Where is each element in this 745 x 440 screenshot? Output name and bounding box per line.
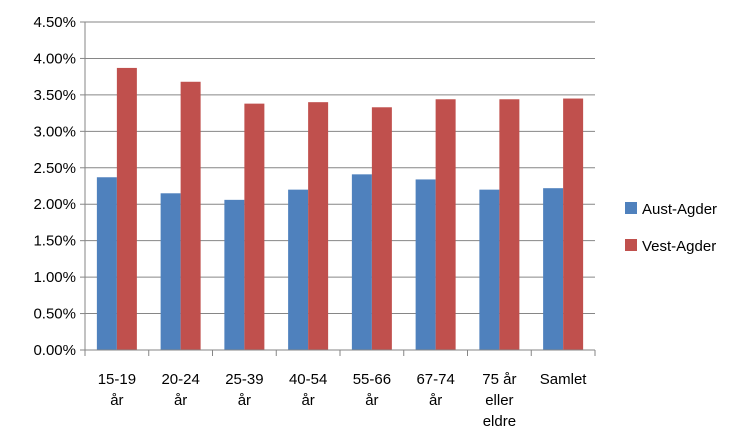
bar-aust-agder <box>288 189 309 350</box>
bar-vest-agder <box>116 67 137 351</box>
x-tick-label: 55-66 år <box>353 371 391 409</box>
legend-swatch <box>625 202 637 214</box>
x-tick-label: 75 år eller eldre <box>482 371 516 430</box>
bar-aust-agder <box>543 188 564 350</box>
legend: Aust-Agder Vest-Agder <box>625 201 717 255</box>
legend-label: Vest-Agder <box>642 238 716 255</box>
y-tick-label: 2.00% <box>33 196 76 213</box>
x-tick-label: 15-19 år <box>98 371 136 409</box>
bar-vest-agder <box>371 107 392 350</box>
bar-aust-agder <box>351 174 372 350</box>
y-tick-label: 0.50% <box>33 306 76 323</box>
legend-swatch <box>625 239 637 251</box>
y-tick-label: 3.50% <box>33 87 76 104</box>
bar-vest-agder <box>308 102 329 350</box>
bar-vest-agder <box>180 81 201 350</box>
bar-aust-agder <box>96 177 117 350</box>
bar-aust-agder <box>160 193 181 350</box>
y-tick-label: 1.50% <box>33 233 76 250</box>
bar-aust-agder <box>224 199 245 350</box>
bars <box>96 67 584 351</box>
y-tick-label: 4.50% <box>33 14 76 31</box>
x-tick-labels: 15-19 år 20-24 år 25-39 år 40-54 år 55-66 år 67-74… <box>98 371 588 430</box>
bar-vest-agder <box>435 99 456 350</box>
y-tick-label: 0.00% <box>33 342 76 359</box>
x-tick-label: 25-39 år <box>225 371 263 409</box>
bar-aust-agder <box>415 179 436 350</box>
x-tick-label: 20-24 år <box>161 371 199 409</box>
bar-vest-agder <box>499 99 520 350</box>
x-tick-label: 67-74 år <box>416 371 454 409</box>
bar-vest-agder <box>563 98 584 351</box>
y-tick-label: 2.50% <box>33 160 76 177</box>
legend-label: Aust-Agder <box>642 201 717 218</box>
bar-aust-agder <box>479 189 500 350</box>
x-tick-label: 40-54 år <box>289 371 327 409</box>
y-tick-label: 3.00% <box>33 123 76 140</box>
y-tick-labels: 0.00% 0.50% 1.00% 1.50% 2.00% 2.50% 3.00% 3.50%… <box>33 14 76 359</box>
bar-vest-agder <box>244 103 265 350</box>
y-tick-label: 1.00% <box>33 269 76 286</box>
x-tick-label: Samlet <box>540 371 588 388</box>
axes <box>80 21 596 356</box>
y-tick-label: 4.00% <box>33 50 76 67</box>
